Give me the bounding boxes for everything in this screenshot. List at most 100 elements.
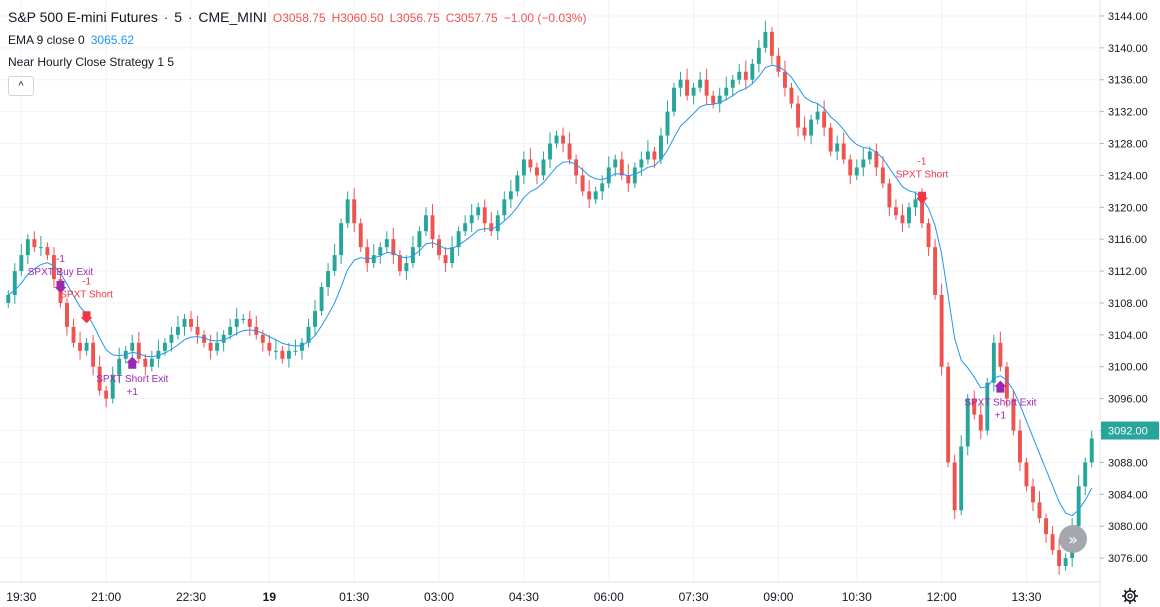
candle-body (176, 326, 180, 335)
time-tick-label: 03:00 (424, 590, 454, 604)
candle-body (789, 87, 794, 104)
candle-body (430, 215, 435, 240)
candle-body (796, 103, 800, 128)
arrow-down-icon (80, 311, 93, 324)
candle-body (946, 366, 951, 463)
candle-body (508, 191, 513, 200)
candle-body (972, 398, 977, 415)
candle-body (985, 382, 990, 431)
candle-body (809, 119, 814, 136)
candle-body (19, 255, 24, 272)
ema-legend-row[interactable]: EMA 9 close 0 3065.62 (8, 29, 586, 51)
candle-body (587, 191, 592, 200)
candle-body (489, 223, 494, 232)
signal-label: SPXT Short Exit (96, 374, 168, 385)
candle-body (273, 350, 278, 352)
candle-body (463, 223, 468, 232)
price-tick-label: 3088.00 (1108, 457, 1148, 469)
candle-body (1017, 430, 1022, 463)
last-price-badge (1101, 421, 1159, 440)
candle-body (65, 302, 69, 327)
arrow-up-icon (126, 356, 139, 369)
candle-body (893, 207, 898, 216)
price-tick-label: 3108.00 (1108, 298, 1148, 310)
candle-body (371, 255, 376, 264)
candle-body (769, 31, 774, 56)
scroll-to-realtime-button[interactable]: » (1059, 525, 1087, 553)
candle-body (528, 159, 533, 168)
candle-body (391, 239, 396, 256)
candle-body (143, 358, 148, 367)
candle-body (548, 143, 552, 160)
candle-body (1063, 558, 1068, 567)
candle-body (920, 199, 924, 224)
candle-body (880, 167, 885, 184)
candle-body (959, 446, 964, 511)
candle-body (404, 263, 409, 272)
signal-qty: +1 (127, 387, 139, 398)
signal-qty: -1 (918, 157, 927, 168)
open-value: O3058.75 (272, 11, 326, 25)
chart-legend: S&P 500 E-mini Futures · 5 · CME_MINI O3… (8, 6, 586, 96)
time-tick-label: 10:30 (842, 590, 872, 604)
candle-body (1076, 486, 1081, 527)
collapse-legend-button[interactable]: ^ (8, 76, 34, 96)
chevron-up-icon: ^ (18, 80, 24, 92)
time-axis[interactable]: 19:30 21:00 22:30 19 01:30 03:00 04:30 06:00 07:… (0, 581, 1100, 604)
close-value: C3057.75 (445, 11, 498, 25)
candle-body (724, 87, 729, 96)
candle-body (169, 334, 174, 343)
candle-body (71, 326, 76, 343)
candle-body (84, 342, 89, 351)
strategy-legend-row[interactable]: Near Hourly Close Strategy 1 5 (8, 51, 586, 73)
ema-line (7, 64, 1093, 517)
candle-body (1004, 366, 1009, 399)
gear-icon[interactable] (1120, 586, 1140, 606)
interval[interactable]: 5 (174, 9, 183, 25)
candle-body (1024, 462, 1029, 487)
candle-body (32, 239, 37, 248)
low-value: L3056.75 (389, 11, 440, 25)
candle-body (1089, 438, 1094, 463)
candle-body (828, 127, 833, 152)
candle-body (306, 326, 311, 343)
candle-body (730, 79, 735, 88)
candle-body (502, 199, 507, 216)
candle-body (319, 287, 324, 311)
candle-body (221, 334, 226, 343)
candle-body (38, 247, 43, 249)
candle-body (907, 207, 911, 224)
price-tick-label: 3116.00 (1108, 234, 1147, 246)
price-tick-label: 3096.00 (1108, 394, 1148, 406)
candle-body (300, 342, 304, 351)
separator: · (163, 10, 169, 25)
price-axis[interactable]: 3076.00 3080.00 3084.00 3088.00 3092.00 3096.… (1099, 0, 1160, 607)
arrow-down-icon (916, 191, 929, 204)
symbol-name[interactable]: S&P 500 E-mini Futures (8, 9, 158, 25)
price-tick-label: 3128.00 (1108, 139, 1148, 151)
ema-value: 3065.62 (90, 33, 135, 47)
candle-body (358, 223, 363, 248)
candle-body (293, 350, 298, 352)
change-value: −1.00 (−0.03%) (503, 11, 587, 25)
candle-body (613, 159, 618, 168)
time-tick-label: 04:30 (509, 590, 539, 604)
candle-body (698, 79, 703, 88)
time-tick-label: 12:00 (927, 590, 957, 604)
candle-body (854, 167, 859, 176)
price-tick-label: 3132.00 (1108, 107, 1148, 119)
candle-body (410, 247, 415, 264)
candle-body (6, 294, 11, 303)
time-tick-label: 01:30 (339, 590, 369, 604)
candle-body (711, 95, 716, 104)
candle-body (861, 159, 866, 168)
candle-body (424, 215, 428, 232)
arrow-down-icon (54, 281, 67, 294)
candle-body (437, 239, 441, 256)
candle-body (1050, 534, 1055, 551)
candle-body (867, 151, 872, 160)
candle-body (750, 63, 755, 80)
ema-label: EMA 9 close 0 (8, 33, 85, 47)
candle-body (776, 55, 781, 72)
